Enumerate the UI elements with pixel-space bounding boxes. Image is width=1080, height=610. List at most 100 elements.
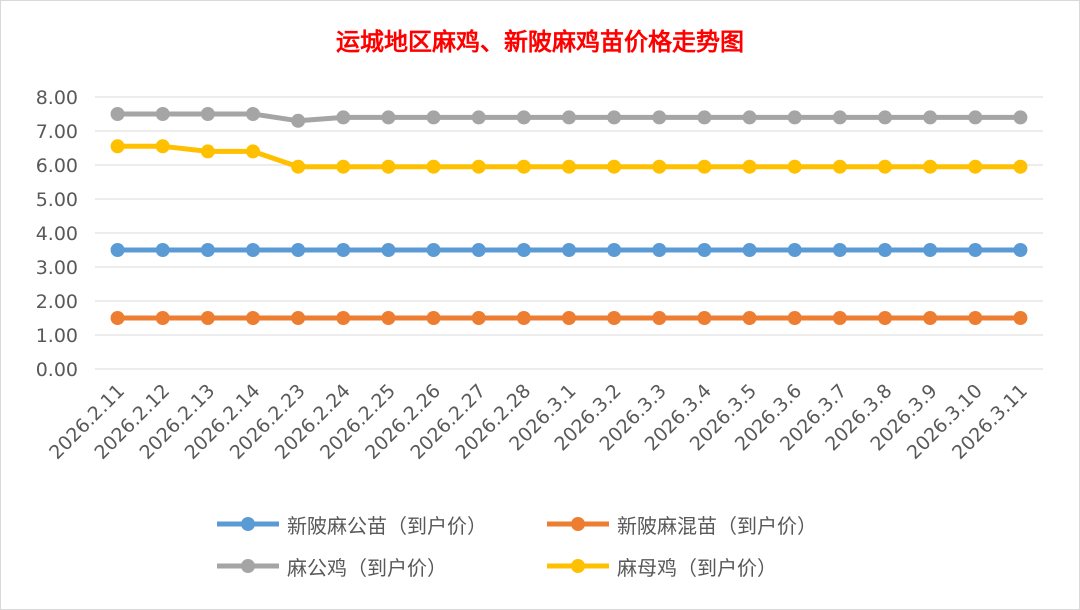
data-point	[381, 159, 396, 174]
data-point	[336, 159, 351, 174]
legend-label: 麻公鸡（到户价）	[287, 555, 447, 580]
data-point	[426, 110, 441, 125]
legend-swatch	[217, 517, 279, 531]
data-point	[110, 107, 125, 121]
legend-label: 麻母鸡（到户价）	[617, 555, 777, 580]
legend-swatch	[217, 559, 279, 573]
data-point	[968, 243, 983, 257]
data-point	[110, 243, 125, 257]
data-point	[968, 110, 983, 125]
data-point	[336, 243, 351, 257]
y-tick-label: 7.00	[36, 121, 78, 143]
chart-title: 运城地区麻鸡、新陂麻鸡苗价格走势图	[336, 27, 744, 56]
data-point	[697, 243, 712, 257]
data-point	[1013, 159, 1028, 174]
legend-label: 新陂麻公苗（到户价）	[287, 513, 487, 538]
data-point	[832, 243, 847, 257]
data-point	[652, 159, 667, 174]
legend-item: 新陂麻混苗（到户价）	[545, 510, 875, 538]
data-point	[562, 311, 576, 325]
data-point	[291, 113, 306, 128]
data-point	[607, 159, 622, 174]
y-tick-label: 5.00	[36, 189, 78, 211]
data-point	[471, 243, 486, 257]
data-point	[697, 159, 712, 174]
data-point	[1013, 311, 1028, 325]
data-point	[155, 107, 170, 121]
data-point	[110, 139, 125, 154]
data-point	[381, 243, 396, 257]
data-point	[110, 311, 125, 325]
data-point	[652, 311, 667, 325]
data-point	[155, 243, 170, 257]
data-point	[291, 311, 306, 325]
legend-marker	[571, 559, 585, 573]
data-point	[381, 110, 396, 125]
data-point	[155, 139, 170, 154]
data-point	[200, 107, 215, 121]
data-point	[1013, 110, 1028, 125]
data-point	[426, 311, 441, 325]
legend-swatch	[547, 517, 609, 531]
data-point	[652, 243, 667, 257]
data-point	[336, 311, 351, 325]
data-point	[832, 311, 847, 325]
data-point	[787, 110, 802, 125]
data-point	[878, 311, 892, 325]
data-point	[471, 311, 486, 325]
data-point	[291, 159, 306, 174]
data-point	[200, 144, 215, 159]
y-tick-label: 6.00	[36, 155, 78, 177]
legend-item: 麻公鸡（到户价）	[215, 552, 545, 580]
data-point	[607, 110, 622, 125]
data-point	[516, 110, 531, 125]
data-point	[200, 311, 215, 325]
legend-marker	[241, 517, 255, 531]
legend-swatch	[547, 559, 609, 573]
y-tick-label: 0.00	[36, 359, 78, 381]
legend-marker	[571, 517, 585, 531]
data-point	[787, 243, 802, 257]
data-point	[832, 159, 847, 174]
data-point	[878, 110, 892, 125]
data-point	[742, 243, 757, 257]
data-point	[516, 243, 531, 257]
legend-item: 麻母鸡（到户价）	[545, 552, 875, 580]
data-point	[652, 110, 667, 125]
data-point	[246, 107, 260, 121]
data-point	[697, 110, 712, 125]
data-point	[968, 159, 983, 174]
y-tick-label: 3.00	[36, 257, 78, 279]
data-point	[697, 311, 712, 325]
data-point	[291, 243, 306, 257]
chart-legend: 新陂麻公苗（到户价） 新陂麻混苗（到户价） 麻公鸡（到户价） 麻母鸡（到户价）	[215, 510, 915, 580]
data-point	[878, 243, 892, 257]
data-point	[246, 311, 260, 325]
legend-marker	[241, 559, 255, 573]
data-point	[200, 243, 215, 257]
data-point	[787, 159, 802, 174]
data-point	[426, 159, 441, 174]
data-point	[923, 159, 938, 174]
data-point	[381, 311, 396, 325]
data-point	[607, 311, 622, 325]
data-point	[155, 311, 170, 325]
data-point	[471, 110, 486, 125]
y-tick-label: 4.00	[36, 223, 78, 245]
data-point	[787, 311, 802, 325]
data-point	[246, 144, 260, 159]
data-point	[968, 311, 983, 325]
data-point	[516, 159, 531, 174]
data-point	[562, 159, 576, 174]
data-point	[923, 110, 938, 125]
data-point	[562, 110, 576, 125]
data-point	[426, 243, 441, 257]
y-tick-label: 2.00	[36, 291, 78, 313]
data-point	[607, 243, 622, 257]
data-point	[742, 110, 757, 125]
data-point	[742, 311, 757, 325]
data-point	[336, 110, 351, 125]
y-tick-label: 1.00	[36, 325, 78, 347]
data-point	[246, 243, 260, 257]
